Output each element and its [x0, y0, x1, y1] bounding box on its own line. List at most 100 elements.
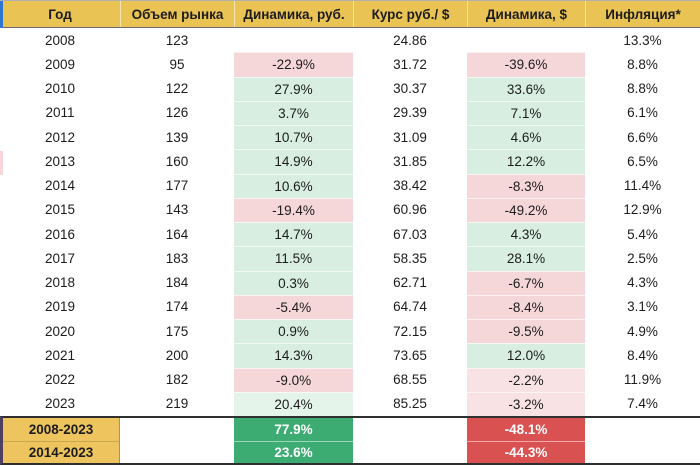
dyn-usd-cell[interactable]: -49.2% — [467, 197, 585, 222]
header-rate-rub-usd[interactable]: Курс руб./ $ — [353, 1, 467, 27]
inflation-cell[interactable]: 6.1% — [627, 105, 658, 121]
year-cell[interactable]: 2014 — [44, 178, 76, 194]
dyn-usd-cell[interactable]: 4.3% — [467, 222, 585, 247]
inflation-cell[interactable]: 4.9% — [627, 323, 658, 339]
dyn-rub-cell[interactable]: 11.5% — [234, 246, 353, 271]
volume-cell[interactable]: 174 — [165, 299, 189, 315]
dyn-rub-cell[interactable]: 10.7% — [234, 125, 353, 150]
total-period-cell[interactable]: 2008-2023 — [3, 418, 120, 441]
inflation-cell[interactable]: 8.4% — [627, 347, 658, 363]
year-cell[interactable]: 2008 — [44, 32, 76, 48]
rate-cell[interactable]: 72.15 — [393, 323, 427, 339]
inflation-cell[interactable]: 5.4% — [627, 226, 658, 242]
dyn-usd-cell[interactable]: 12.0% — [467, 343, 585, 368]
rate-cell[interactable]: 30.37 — [393, 81, 427, 97]
total-empty-cell[interactable] — [585, 441, 700, 464]
dyn-usd-cell[interactable]: 12.2% — [467, 149, 585, 174]
year-cell[interactable]: 2022 — [44, 372, 76, 388]
header-market-volume[interactable]: Объем рынка — [120, 1, 234, 27]
dyn-rub-cell[interactable]: 14.3% — [234, 343, 353, 368]
dyn-rub-cell[interactable]: -9.0% — [234, 367, 353, 392]
dyn-rub-cell[interactable]: -5.4% — [234, 294, 353, 319]
inflation-cell[interactable]: 11.4% — [623, 178, 662, 194]
dyn-usd-cell[interactable]: 4.6% — [467, 125, 585, 150]
dyn-usd-cell[interactable]: 33.6% — [467, 76, 585, 101]
inflation-cell[interactable]: 3.1% — [627, 299, 658, 315]
year-cell[interactable]: 2020 — [44, 323, 76, 339]
rate-cell[interactable]: 31.72 — [393, 56, 427, 72]
header-dynamics-rub[interactable]: Динамика, руб. — [234, 1, 353, 27]
year-cell[interactable]: 2016 — [44, 226, 76, 242]
dyn-rub-cell[interactable]: 27.9% — [234, 76, 353, 101]
rate-cell[interactable]: 38.42 — [393, 178, 427, 194]
volume-cell[interactable]: 177 — [165, 178, 189, 194]
volume-cell[interactable]: 184 — [165, 275, 189, 291]
total-empty-cell[interactable] — [120, 441, 234, 464]
volume-cell[interactable]: 143 — [165, 202, 189, 218]
dyn-usd-cell[interactable]: -3.2% — [467, 391, 585, 416]
inflation-cell[interactable]: 12.9% — [623, 202, 662, 218]
total-dyn-usd-cell[interactable]: -48.1% — [467, 418, 585, 441]
header-inflation[interactable]: Инфляция* — [585, 1, 700, 27]
rate-cell[interactable]: 60.96 — [393, 202, 427, 218]
dyn-rub-cell[interactable]: 10.6% — [234, 173, 353, 198]
inflation-cell[interactable]: 2.5% — [627, 250, 658, 266]
total-period-cell[interactable]: 2014-2023 — [3, 440, 120, 463]
year-cell[interactable]: 2010 — [44, 81, 76, 97]
inflation-cell[interactable]: 6.6% — [627, 129, 658, 145]
dyn-usd-cell[interactable]: -6.7% — [467, 270, 585, 295]
volume-cell[interactable]: 160 — [165, 153, 189, 169]
dyn-rub-cell[interactable]: 14.9% — [234, 149, 353, 174]
year-cell[interactable]: 2015 — [44, 202, 76, 218]
dyn-rub-cell[interactable]: 0.9% — [234, 319, 353, 344]
inflation-cell[interactable]: 4.3% — [627, 275, 658, 291]
inflation-cell[interactable]: 8.8% — [627, 81, 658, 97]
year-cell[interactable]: 2019 — [44, 299, 76, 315]
volume-cell[interactable]: 139 — [165, 129, 189, 145]
dyn-rub-cell[interactable]: 20.4% — [234, 391, 353, 416]
rate-cell[interactable]: 64.74 — [393, 299, 427, 315]
volume-cell[interactable]: 183 — [165, 250, 189, 266]
total-empty-cell[interactable] — [585, 418, 700, 441]
dyn-usd-cell[interactable]: 28.1% — [467, 246, 585, 271]
rate-cell[interactable]: 67.03 — [393, 226, 427, 242]
dyn-rub-cell[interactable]: 14.7% — [234, 222, 353, 247]
rate-cell[interactable]: 62.71 — [393, 275, 427, 291]
volume-cell[interactable]: 164 — [165, 226, 189, 242]
year-cell[interactable]: 2012 — [44, 129, 76, 145]
dyn-usd-cell[interactable]: -9.5% — [467, 319, 585, 344]
total-empty-cell[interactable] — [120, 418, 234, 441]
year-cell[interactable]: 2017 — [44, 250, 76, 266]
volume-cell[interactable]: 182 — [165, 372, 189, 388]
volume-cell[interactable]: 95 — [169, 56, 185, 72]
year-cell[interactable]: 2011 — [45, 105, 75, 121]
rate-cell[interactable]: 73.65 — [393, 347, 427, 363]
year-cell[interactable]: 2023 — [44, 396, 76, 412]
inflation-cell[interactable]: 13.3% — [623, 32, 662, 48]
year-cell[interactable]: 2009 — [44, 56, 76, 72]
rate-cell[interactable]: 68.55 — [393, 372, 427, 388]
inflation-cell[interactable]: 8.8% — [627, 56, 658, 72]
rate-cell[interactable]: 31.85 — [393, 153, 427, 169]
dyn-rub-cell[interactable] — [234, 28, 353, 52]
volume-cell[interactable]: 122 — [165, 81, 189, 97]
year-cell[interactable]: 2018 — [44, 275, 76, 291]
rate-cell[interactable]: 31.09 — [393, 129, 427, 145]
dyn-rub-cell[interactable]: 0.3% — [234, 270, 353, 295]
dyn-rub-cell[interactable]: -22.9% — [234, 52, 353, 77]
rate-cell[interactable]: 29.39 — [393, 105, 427, 121]
year-cell[interactable]: 2013 — [44, 153, 76, 169]
volume-cell[interactable]: 126 — [165, 105, 189, 121]
year-cell[interactable]: 2021 — [44, 347, 76, 363]
dyn-usd-cell[interactable]: -2.2% — [467, 367, 585, 392]
header-year[interactable]: Год — [48, 6, 72, 22]
header-dynamics-usd[interactable]: Динамика, $ — [467, 1, 585, 27]
inflation-cell[interactable]: 6.5% — [627, 153, 658, 169]
total-empty-cell[interactable] — [353, 418, 467, 441]
rate-cell[interactable]: 85.25 — [393, 396, 427, 412]
dyn-rub-cell[interactable]: 3.7% — [234, 100, 353, 125]
rate-cell[interactable]: 24.86 — [393, 32, 427, 48]
total-dyn-usd-cell[interactable]: -44.3% — [467, 440, 585, 463]
inflation-cell[interactable]: 7.4% — [627, 396, 658, 412]
dyn-usd-cell[interactable]: 7.1% — [467, 100, 585, 125]
